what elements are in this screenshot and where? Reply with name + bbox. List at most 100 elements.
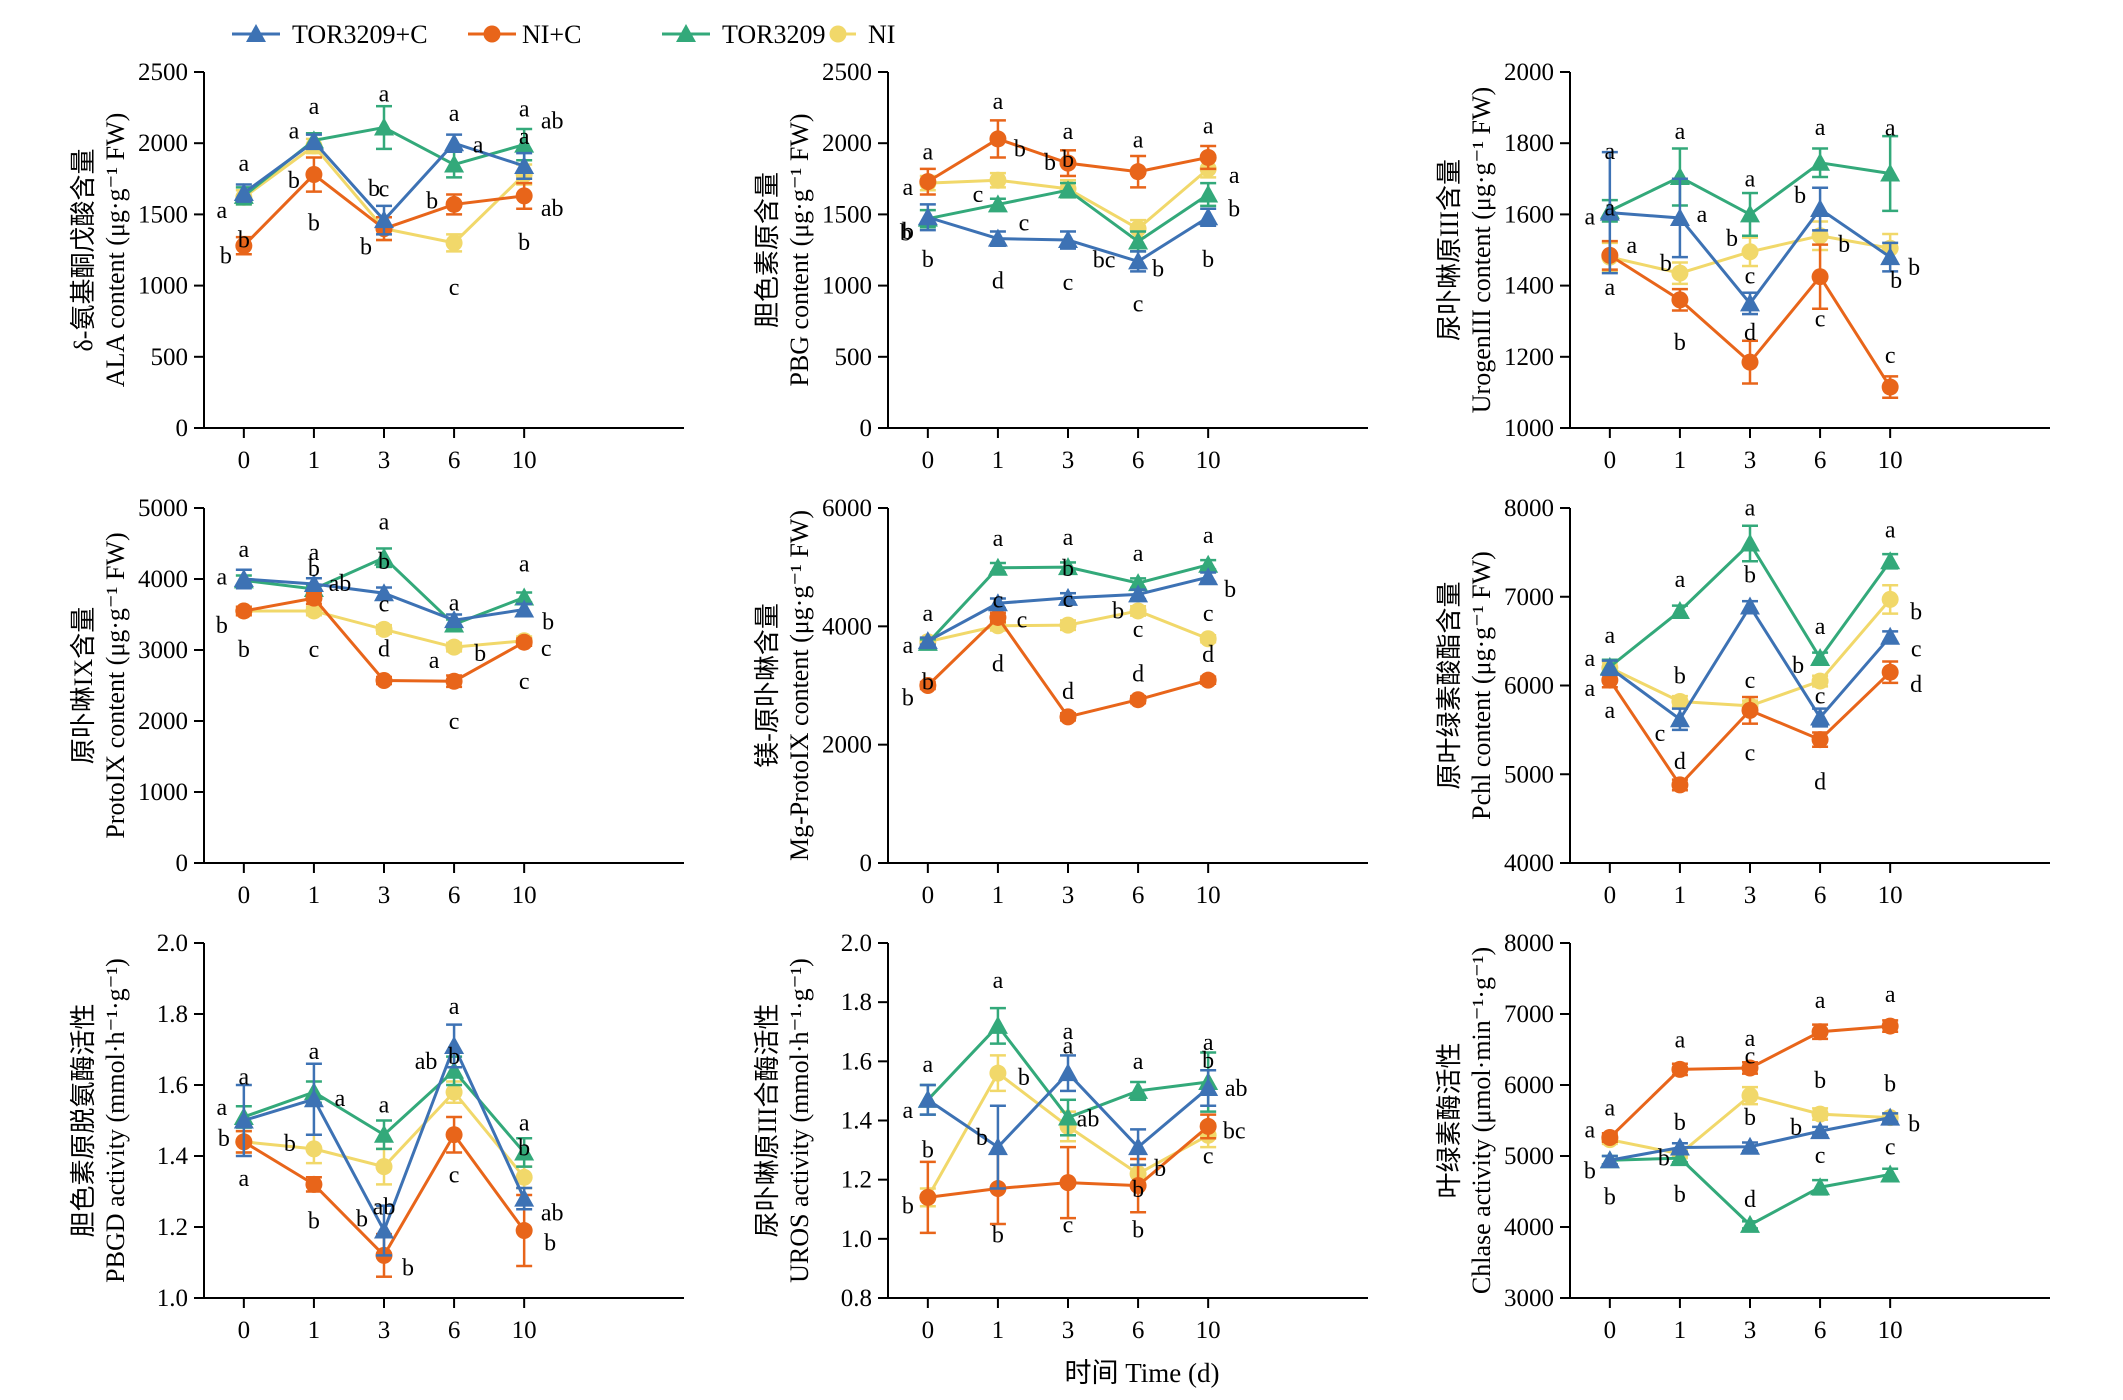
data-point <box>1741 1059 1759 1077</box>
data-point <box>1601 1129 1619 1147</box>
data-point <box>1198 184 1219 203</box>
significance-label: b <box>1202 247 1214 273</box>
significance-label: b <box>1660 251 1672 277</box>
legend-marker <box>483 25 501 43</box>
significance-label: b <box>1674 663 1686 689</box>
x-tick-label: 0 <box>238 882 251 909</box>
significance-label: b <box>902 686 914 712</box>
data-point <box>1129 691 1147 709</box>
data-point <box>1058 557 1078 576</box>
significance-label: d <box>992 269 1004 295</box>
data-point <box>1129 1177 1147 1195</box>
significance-label: a <box>449 994 460 1020</box>
y-tick-label: 8000 <box>1504 495 1554 522</box>
series <box>917 554 1219 651</box>
series <box>917 567 1219 650</box>
data-point <box>989 608 1007 626</box>
significance-label: a <box>1063 1019 1074 1045</box>
data-point <box>1880 551 1901 570</box>
y-tick-label: 5000 <box>138 495 188 522</box>
data-point <box>1880 626 1901 645</box>
data-point <box>1740 204 1760 223</box>
y-tick-label: 5000 <box>1504 1143 1554 1170</box>
x-tick-label: 10 <box>1878 1317 1903 1344</box>
data-point <box>987 1137 1008 1156</box>
significance-label: d <box>1132 662 1144 688</box>
significance-label: b <box>288 168 300 194</box>
data-point <box>1810 1177 1831 1196</box>
y-axis-title-en: Mg-ProtoIX content (μg·g⁻¹ FW) <box>785 510 814 861</box>
significance-label: a <box>309 1039 320 1065</box>
significance-label: b <box>992 1223 1004 1249</box>
series <box>1599 134 1901 238</box>
data-point <box>303 573 324 592</box>
x-tick-label: 3 <box>1062 882 1075 909</box>
y-axis-title-cn: 胆色素原含量 <box>753 172 782 328</box>
significance-label: b <box>1908 255 1920 281</box>
x-tick-label: 6 <box>1132 447 1145 474</box>
data-point <box>1740 1136 1760 1155</box>
significance-label: ab <box>1077 1106 1100 1132</box>
series <box>1599 1107 1901 1169</box>
x-tick-label: 6 <box>448 447 461 474</box>
significance-label: c <box>379 591 390 617</box>
significance-label: d <box>1202 642 1214 668</box>
chart-panel: 0.8 1.0 1.2 1.4 1.6 1.8 2.0 0 1 3 6 10 尿卟啉原III合酶活性 UR… <box>753 930 1368 1344</box>
y-tick-label: 6000 <box>822 495 872 522</box>
significance-label: a <box>309 540 320 566</box>
data-point <box>1128 584 1149 603</box>
y-tick-label: 1.0 <box>157 1285 188 1312</box>
y-axis-title-en: PBG content (μg·g⁻¹ FW) <box>785 113 814 386</box>
data-point <box>1128 231 1149 250</box>
data-point <box>444 154 465 173</box>
y-tick-label: 1800 <box>1504 130 1554 157</box>
y-tick-label: 4000 <box>822 613 872 640</box>
data-point <box>233 569 254 587</box>
legend-item: NI <box>829 20 895 49</box>
data-point <box>1199 630 1217 648</box>
significance-label: a <box>1133 541 1144 567</box>
data-point <box>1671 264 1689 282</box>
data-point <box>375 672 393 690</box>
x-tick-label: 10 <box>512 1317 537 1344</box>
significance-label: a <box>1585 1118 1596 1144</box>
significance-label: a <box>473 133 484 159</box>
legend-label: TOR3209 <box>722 20 826 49</box>
chart-panel: 1.0 1.2 1.4 1.6 1.8 2.0 0 1 3 6 10 胆色素原脱氨酶活性 PBGD ac… <box>69 930 684 1344</box>
y-tick-label: 1.6 <box>157 1072 188 1099</box>
significance-label: a <box>1203 523 1214 549</box>
data-point <box>919 1188 937 1206</box>
significance-label: c <box>1019 211 1030 237</box>
x-tick-label: 10 <box>512 447 537 474</box>
significance-label: a <box>1885 115 1896 141</box>
data-point <box>1669 207 1690 226</box>
data-point <box>445 672 463 690</box>
significance-label: a <box>923 601 934 627</box>
data-point <box>1059 616 1077 634</box>
data-point <box>444 1035 465 1054</box>
significance-label: a <box>1627 233 1638 259</box>
data-point <box>1741 1087 1759 1105</box>
data-point <box>1671 291 1689 309</box>
significance-label: d <box>1744 1187 1756 1213</box>
significance-label: b <box>1112 598 1124 624</box>
x-tick-label: 1 <box>1674 447 1687 474</box>
significance-label: a <box>1063 119 1074 145</box>
y-axis-title-en: PBGD activity (mmol·h⁻¹·g⁻¹) <box>101 958 130 1283</box>
x-tick-label: 1 <box>992 447 1005 474</box>
data-point <box>1599 657 1620 676</box>
significance-label: a <box>1585 676 1596 702</box>
significance-label: a <box>289 118 300 144</box>
significance-label: b <box>902 1193 914 1219</box>
y-tick-label: 0 <box>860 850 873 877</box>
x-tick-label: 3 <box>1744 882 1757 909</box>
data-point <box>1198 567 1219 586</box>
data-point <box>445 1083 463 1101</box>
significance-label: b <box>1744 563 1756 589</box>
significance-label: b <box>922 1137 934 1163</box>
y-axis-title-en: UROS activity (mmol·h⁻¹·g⁻¹) <box>785 958 814 1283</box>
y-axis-title-cn: 尿卟啉原III合酶活性 <box>753 1004 782 1238</box>
significance-label: a <box>519 551 530 577</box>
significance-label: c <box>1017 607 1028 633</box>
significance-label: c <box>973 182 984 208</box>
